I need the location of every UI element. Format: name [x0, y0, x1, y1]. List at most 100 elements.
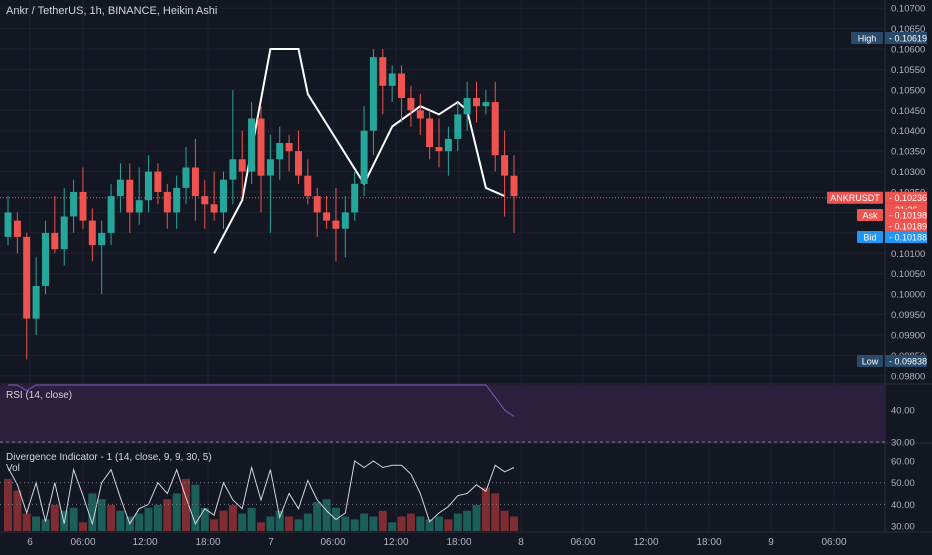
time-tick-label: 18:00 — [446, 537, 471, 548]
candle-body — [444, 138, 452, 152]
candle-body — [510, 175, 518, 197]
divergence-tick-label: 60.00 — [891, 457, 915, 468]
volume-bar — [191, 484, 200, 531]
volume-bar — [416, 516, 425, 531]
candle-body — [13, 220, 21, 237]
time-tick-label: 06:00 — [320, 537, 345, 548]
candle-body — [145, 171, 152, 201]
low-badge-value: - 0.09838 — [889, 357, 927, 367]
price-tick-label: 0.09800 — [891, 371, 925, 382]
candle-body — [98, 232, 106, 246]
volume-bar — [360, 513, 369, 531]
time-tick-label: 18:00 — [696, 537, 721, 548]
candle-body — [70, 192, 78, 217]
candle-body — [435, 147, 443, 152]
candle-body — [201, 196, 209, 205]
volume-bar — [350, 519, 359, 531]
volume-bar — [491, 493, 500, 531]
candle-body — [238, 159, 246, 172]
price-tick-label: 0.10450 — [891, 106, 925, 117]
volume-bar — [228, 504, 237, 531]
candle-body — [266, 159, 274, 176]
rsi-tick-label: 40.00 — [891, 406, 915, 417]
volume-bar — [69, 507, 78, 531]
volume-bar — [275, 510, 284, 531]
volume-label[interactable]: Vol — [6, 463, 20, 474]
price-tick-label: 0.10050 — [891, 269, 925, 280]
candle-body — [416, 110, 424, 119]
high-badge-name: High — [858, 34, 877, 44]
candle-body — [51, 232, 59, 250]
candle-body — [88, 220, 96, 246]
bid-badge-tag — [857, 231, 883, 243]
low-badge-tag — [857, 355, 883, 367]
price-tick-label: 0.10500 — [891, 85, 925, 96]
candle-body — [257, 118, 265, 176]
volume-bar — [313, 502, 322, 531]
rsi-panel[interactable] — [0, 384, 885, 443]
volume-bar — [200, 507, 209, 531]
candle-body — [426, 118, 434, 148]
volume-bar — [388, 522, 397, 531]
candle-body — [248, 118, 256, 172]
candle-body — [332, 220, 340, 229]
volume-bar — [266, 516, 275, 531]
candle-body — [116, 179, 124, 196]
candle-body — [182, 167, 190, 188]
ask-extra-badge-value-box — [885, 220, 927, 232]
candle-body — [351, 183, 359, 213]
volume-bar — [247, 507, 256, 531]
volume-bar — [50, 504, 59, 531]
candle-body — [173, 187, 181, 213]
volume-bar — [60, 510, 69, 531]
low-badge-name: Low — [862, 357, 879, 367]
last-price-badge-tag — [827, 191, 883, 204]
volume-bar — [41, 519, 50, 531]
divergence-line — [7, 460, 515, 526]
volume-bar — [32, 516, 41, 531]
time-tick-label: 12:00 — [383, 537, 408, 548]
volume-bar — [481, 487, 490, 531]
candle-body — [79, 192, 87, 221]
last-price-badge-value-box — [885, 191, 927, 204]
time-tick-label: 7 — [268, 537, 274, 548]
candle-body — [163, 192, 171, 213]
candle-body — [42, 232, 49, 286]
time-tick-label: 06:00 — [70, 537, 95, 548]
volume-bar — [510, 516, 518, 531]
volume-bar — [238, 513, 247, 531]
high-badge-value-box — [885, 32, 927, 44]
candle-body — [463, 98, 471, 115]
symbol-title[interactable]: Ankr / TetherUS, 1h, BINANCE, Heikin Ash… — [6, 5, 218, 17]
volume-bar — [369, 516, 378, 531]
volume-bar — [397, 516, 406, 531]
rsi-label[interactable]: RSI (14, close) — [6, 390, 73, 401]
candle-body — [276, 143, 284, 160]
volume-bar — [219, 510, 228, 531]
volume-bar — [453, 513, 462, 531]
divergence-label[interactable]: Divergence Indicator - 1 (14, close, 9, … — [6, 452, 212, 463]
volume-bar — [210, 519, 219, 531]
candle-body — [360, 130, 368, 184]
time-tick-label: 9 — [768, 537, 774, 548]
candle-body — [482, 102, 490, 107]
time-tick-label: 06:00 — [821, 537, 846, 548]
candle-body — [473, 98, 480, 107]
time-tick-label: 8 — [518, 537, 524, 548]
time-tick-label: 12:00 — [633, 537, 658, 548]
price-tick-label: 0.10700 — [891, 4, 925, 15]
volume-series — [4, 478, 518, 531]
candle-body — [304, 175, 312, 197]
candle-body — [491, 102, 499, 156]
volume-bar — [116, 510, 125, 531]
candle-body — [107, 196, 115, 233]
candle-body — [32, 286, 40, 319]
volume-bar — [153, 504, 162, 531]
volume-bar — [22, 513, 31, 531]
last-price-badge-value: - 0.10236 — [889, 193, 927, 203]
candle-body — [285, 143, 293, 152]
